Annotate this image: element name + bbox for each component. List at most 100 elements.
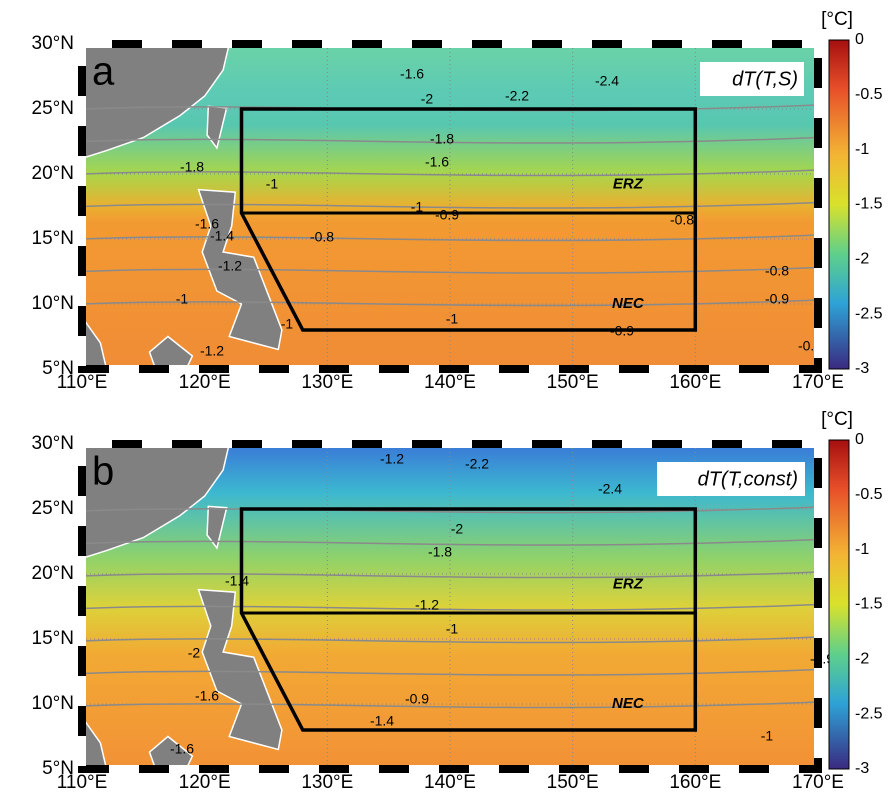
contour-label: -0.9 [610,323,634,339]
region-box [239,507,698,732]
contour [81,506,819,514]
contour-label: -1.6 [170,741,194,757]
contour [81,603,819,611]
contour-label: -1 [761,728,774,744]
lon-tick-label: 160°E [669,372,721,393]
contour-label: -2.2 [505,88,529,104]
lon-tick-label: 160°E [669,772,721,793]
colorbar: [°C]0 -0.5 -1 -1.5 -2 -2.5 -3 [821,409,883,777]
colorbar-tick-label: 0 [855,31,864,48]
contour-label: -0.8 [670,212,694,228]
land [81,443,231,560]
lon-tick-label: 170°E [792,372,844,393]
contour-label: -1.6 [400,66,424,82]
colorbar-tick-label: -2 [855,251,869,268]
contour-label: -1 [176,291,189,307]
contour-label: -1 [446,621,459,637]
contour [81,299,819,307]
lon-tick-label: 120°E [179,772,231,793]
map-panel: -2.4 -2.2 -2 -1.6 -1.8 -1.6 -1 -0.9 -0.8 -0.8 -0.8… [32,33,844,393]
lon-tick-label: 110°E [57,372,108,393]
contour [81,234,819,242]
colorbar-tick-label: -1 [855,141,869,158]
contour-label: -1.8 [430,131,454,147]
lat-tick-label: 15°N [32,628,74,649]
colorbar-tick-label: -2.5 [855,705,883,722]
contour-label: -0.9 [405,691,429,707]
contour-label: -0.9 [765,291,789,307]
region-label: ERZ [613,175,644,192]
colorbar-tick-label: -2.5 [855,305,883,322]
panel-letter: a [92,50,115,94]
panel-title: dT(T,const) [698,468,798,490]
land [197,588,283,751]
contour [81,169,819,177]
contour [81,136,819,144]
title-box [700,62,804,96]
map-panel: -2.4-2.2-2-1.8-1.4-1.2-1-0.9-1-0.9-1.6-2… [32,433,844,793]
region-label: ERZ [613,575,644,592]
lon-tick-label: 150°E [547,772,599,793]
region-label: NEC [612,695,645,712]
colorbar-tick-label: -1.5 [855,596,883,613]
colorbar-tick-label: -0.5 [855,86,883,103]
colorbar-tick-label: 0 [855,431,864,448]
contour-label: -0.8 [310,229,334,245]
contour-label: -1.8 [428,544,452,560]
panel-title: dT(T,S) [732,68,798,90]
colorbar-tick-label: -0.5 [855,486,883,503]
contour-label: -1 [281,316,294,332]
lon-tick-label: 140°E [424,372,476,393]
colorbar-scale [828,439,850,770]
contour-label: -1.6 [425,154,449,170]
contour-label: -1.4 [370,713,394,729]
contour-label: -1.4 [210,228,234,244]
lon-tick-label: 110°E [57,772,108,793]
contour-label: -1 [446,311,459,327]
lat-tick-label: 30°N [32,433,74,454]
contour [81,538,819,546]
contour-label: -1.2 [380,451,404,467]
contour-label: -1.4 [225,573,249,589]
contour-label: -1.6 [195,688,219,704]
contour-label: -0.9 [435,207,459,223]
contour-label: -2 [188,645,201,661]
colorbar-tick-label: -1 [855,541,869,558]
lon-tick-label: 170°E [792,772,844,793]
lon-tick-label: 140°E [424,772,476,793]
colorbar-tick-label: -2 [855,651,869,668]
contour-label: -0.8 [765,263,789,279]
lat-tick-label: 15°N [32,228,74,249]
lat-tick-label: 25°N [32,498,74,519]
contour-label: -2.4 [595,73,619,89]
lon-tick-label: 150°E [547,372,599,393]
frame-dash [78,440,822,773]
contour-label: -1 [411,199,424,215]
colorbar-unit: [°C] [821,9,853,30]
lat-tick-label: 5°N [42,758,74,779]
lon-tick-label: 130°E [301,772,353,793]
contour-label: -1.6 [195,216,219,232]
contour-label: -1.8 [180,159,204,175]
contour-label: -2.4 [598,481,622,497]
contour [81,571,819,579]
contour [81,201,819,209]
frame-dash [78,40,822,373]
contour-label: -1.2 [415,597,439,613]
contour-label: -1.2 [218,258,242,274]
colorbar-scale [828,39,850,370]
contour-label: -1.2 [200,343,224,359]
land [206,505,228,550]
lon-tick-label: 120°E [179,372,231,393]
colorbar-tick-label: -1.5 [855,196,883,213]
colorbar: [°C]0 -0.5 -1 -1.5 -2 -2.5 -3 [821,9,883,377]
contour [81,636,819,644]
region-box [239,107,698,332]
panel-letter: b [92,450,114,494]
contour-label: -1 [266,176,279,192]
colorbar-tick-label: -3 [855,360,869,377]
colorbar-tick-label: -3 [855,760,869,777]
contour [81,701,819,709]
lat-tick-label: 20°N [32,563,74,584]
